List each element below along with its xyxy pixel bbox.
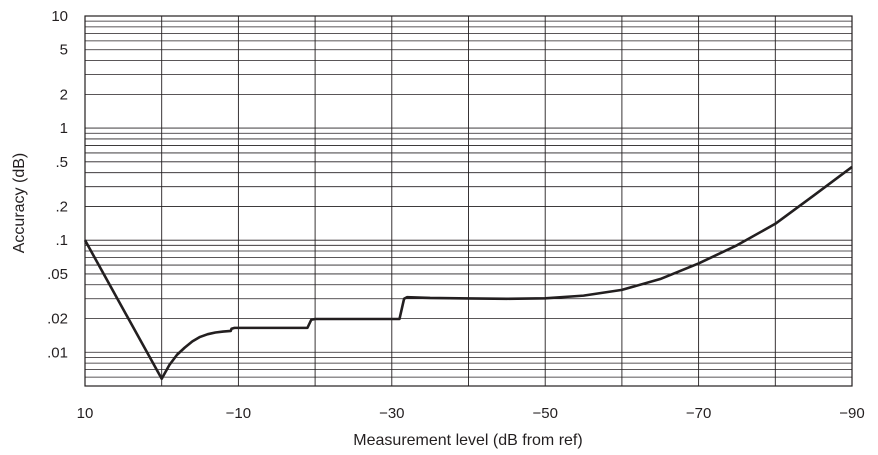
y-tick-label: .2 [55, 198, 68, 215]
grid [84, 15, 853, 387]
x-tick-label: 10 [77, 405, 94, 422]
x-tick-labels: 10 −10 −30 −50 −70 −90 [77, 405, 865, 422]
y-tick-label: .02 [47, 311, 68, 328]
accuracy-curve [83, 165, 853, 381]
y-tick-label: 2 [60, 86, 68, 103]
x-tick-label: −70 [686, 405, 711, 422]
y-tick-labels: 10 5 2 1 .5 .2 .1 .05 .02 .01 [47, 8, 68, 361]
x-tick-label: −90 [839, 405, 864, 422]
y-tick-label: 10 [51, 8, 68, 25]
x-tick-label: −50 [532, 405, 557, 422]
y-axis-label: Accuracy (dB) [11, 153, 28, 253]
y-tick-label: .5 [55, 154, 68, 171]
x-tick-label: −10 [226, 405, 251, 422]
y-tick-label: 5 [60, 42, 68, 59]
x-axis-label: Measurement level (dB from ref) [353, 432, 582, 449]
plot-frame [84, 15, 853, 387]
y-tick-label: 1 [60, 120, 68, 137]
x-tick-label: −30 [379, 405, 404, 422]
y-tick-label: .1 [55, 232, 68, 249]
y-tick-label: .01 [47, 344, 68, 361]
y-tick-label: .05 [47, 266, 68, 283]
